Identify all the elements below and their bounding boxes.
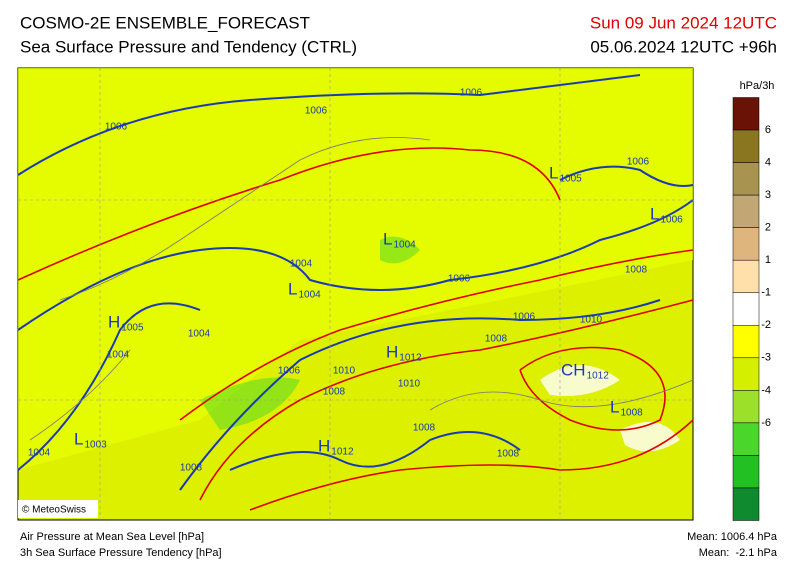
- footer-right: Mean: 1006.4 hPa: [687, 531, 778, 543]
- isobar-label: 1010: [398, 379, 421, 390]
- isobar-label: 1004: [107, 350, 130, 361]
- isobar-label: 1008: [413, 423, 436, 434]
- colorbar-tick: -3: [761, 352, 771, 364]
- center-pressure: 1003: [84, 440, 107, 451]
- isobar-label: 1006: [278, 366, 301, 377]
- run-time: 05.06.2024 12UTC +96h: [590, 37, 777, 56]
- colorbar-tick: 3: [765, 189, 771, 201]
- map-labels: 1006 1006 1006 1006 1004 1006 1006 1008 1010 1004…: [28, 88, 683, 474]
- colorbar-tick: -1: [761, 287, 771, 299]
- isobar-label: 1010: [333, 366, 356, 377]
- colorbar-swatch: [732, 129, 760, 163]
- footer-left: Air Pressure at Mean Sea Level [hPa]: [20, 531, 204, 543]
- center-pressure: 1004: [393, 240, 416, 251]
- isobar-label: 1006: [448, 274, 471, 285]
- center-pressure: 1005: [121, 323, 144, 334]
- isobar-label: 1008: [180, 463, 203, 474]
- isobar-label: 1006: [513, 312, 536, 323]
- colorbar-tick: 1: [765, 254, 771, 266]
- center-pressure: 1006: [660, 215, 683, 226]
- isobar-label: 1010: [580, 315, 603, 326]
- center-pressure: 1012: [587, 371, 610, 382]
- colorbar-tick: 6: [765, 124, 771, 136]
- colorbar-swatch: [732, 97, 760, 131]
- colorbar-swatch: [732, 259, 760, 293]
- colorbar-tick: 4: [765, 156, 771, 168]
- pressure-center: L: [549, 163, 558, 182]
- center-pressure: 1008: [620, 408, 643, 419]
- colorbar-tick: 2: [765, 222, 771, 234]
- footer-left: 3h Sea Surface Pressure Tendency [hPa]: [20, 547, 222, 559]
- colorbar-swatch: [732, 325, 760, 359]
- center-pressure: 1004: [298, 290, 321, 301]
- colorbar-swatch: [732, 357, 760, 391]
- pressure-center: L: [74, 429, 83, 448]
- isobar-label: 1004: [290, 259, 313, 270]
- colorbar-unit: hPa/3h: [740, 80, 775, 92]
- subtitle: Sea Surface Pressure and Tendency (CTRL): [20, 37, 357, 56]
- isobar-label: 1006: [305, 106, 328, 117]
- colorbar: hPa/3h 6 4 3 2 1 -1 -2 -3 -4 -6: [732, 80, 775, 521]
- isobar-label: 1008: [625, 265, 648, 276]
- isobar-label: 1004: [188, 329, 211, 340]
- colorbar-swatch: [732, 455, 760, 489]
- credit: © MeteoSwiss: [22, 505, 86, 516]
- isobar-label: 1008: [485, 334, 508, 345]
- colorbar-swatch: [732, 390, 760, 424]
- colorbar-swatch: [732, 227, 760, 261]
- isobar-label: 1008: [497, 449, 520, 460]
- pressure-center: L: [383, 229, 392, 248]
- title: COSMO-2E ENSEMBLE_FORECAST: [20, 13, 310, 32]
- pressure-center: L: [288, 279, 297, 298]
- isobar-label: 1004: [28, 448, 51, 459]
- colorbar-tick: -2: [761, 319, 771, 331]
- pressure-center: L: [610, 397, 619, 416]
- footer-right: Mean: -2.1 hPa: [699, 547, 778, 559]
- colorbar-tick: -4: [761, 384, 771, 396]
- pressure-center: L: [650, 204, 659, 223]
- pressure-center: H: [108, 312, 120, 331]
- colorbar-swatch: [732, 194, 760, 228]
- valid-time: Sun 09 Jun 2024 12UTC: [590, 13, 777, 32]
- isobar-label: 1006: [105, 122, 128, 133]
- isobar-label: 1008: [323, 387, 346, 398]
- colorbar-tick: -6: [761, 417, 771, 429]
- pressure-center: H: [318, 436, 330, 455]
- colorbar-swatch: [732, 422, 760, 456]
- isobar-label: 1006: [627, 157, 650, 168]
- colorbar-swatch: [732, 487, 760, 521]
- center-pressure: 1012: [331, 447, 354, 458]
- center-pressure: 1005: [559, 174, 582, 185]
- isobar-label: 1006: [460, 88, 483, 99]
- map: © MeteoSwiss: [17, 67, 694, 521]
- pressure-center: H: [386, 342, 398, 361]
- colorbar-swatch: [732, 292, 760, 326]
- colorbar-swatch: [732, 162, 760, 196]
- center-pressure: 1012: [399, 353, 422, 364]
- pressure-center: CH: [561, 360, 586, 379]
